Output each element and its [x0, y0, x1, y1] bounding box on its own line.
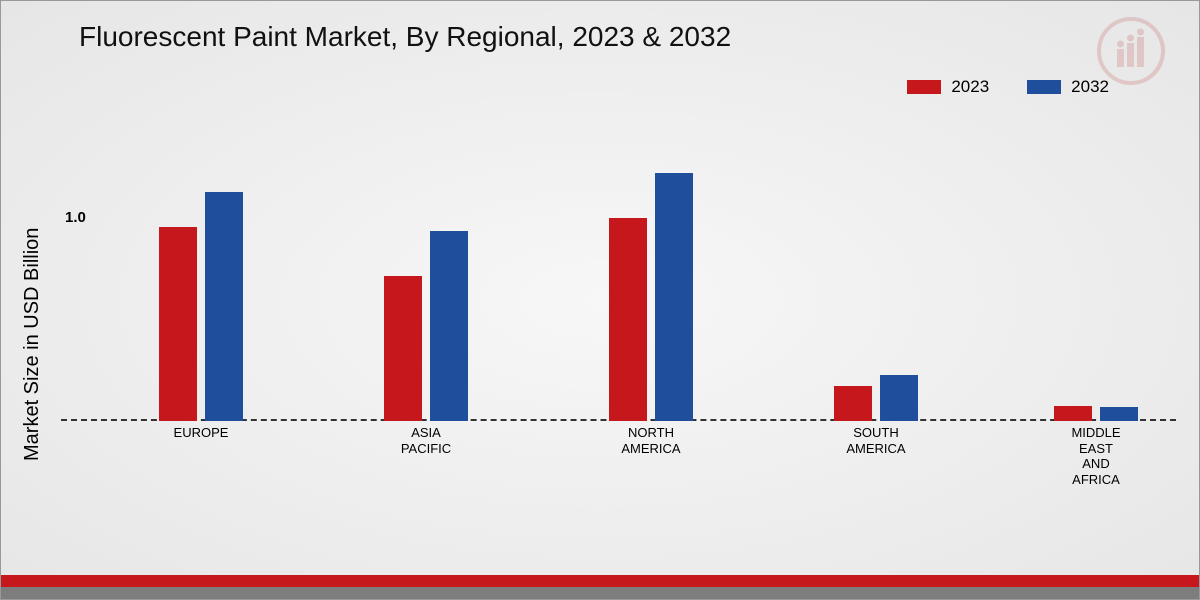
bar	[430, 231, 468, 421]
legend-swatch	[907, 80, 941, 94]
x-tick-label: SOUTHAMERICA	[806, 425, 946, 456]
x-tick-label: ASIAPACIFIC	[356, 425, 496, 456]
bar	[205, 192, 243, 421]
bar	[834, 386, 872, 421]
x-tick-label: MIDDLEEASTANDAFRICA	[1026, 425, 1166, 487]
bar	[159, 227, 197, 421]
bar	[655, 173, 693, 421]
bar	[1054, 406, 1092, 422]
bar	[384, 276, 422, 421]
plot-area: 1.0	[61, 111, 1176, 421]
legend: 2023 2032	[907, 77, 1109, 97]
bar	[609, 218, 647, 421]
y-axis-label: Market Size in USD Billion	[21, 228, 44, 461]
legend-item-2023: 2023	[907, 77, 989, 97]
legend-swatch	[1027, 80, 1061, 94]
bar	[880, 375, 918, 422]
x-tick-label: NORTHAMERICA	[581, 425, 721, 456]
legend-item-2032: 2032	[1027, 77, 1109, 97]
y-tick-label: 1.0	[65, 209, 86, 226]
chart-title: Fluorescent Paint Market, By Regional, 2…	[79, 21, 731, 53]
legend-label: 2023	[951, 77, 989, 97]
bar	[1100, 407, 1138, 421]
x-tick-label: EUROPE	[131, 425, 271, 441]
footer-bar-grey	[1, 587, 1199, 599]
footer-bar-red	[1, 575, 1199, 587]
legend-label: 2032	[1071, 77, 1109, 97]
